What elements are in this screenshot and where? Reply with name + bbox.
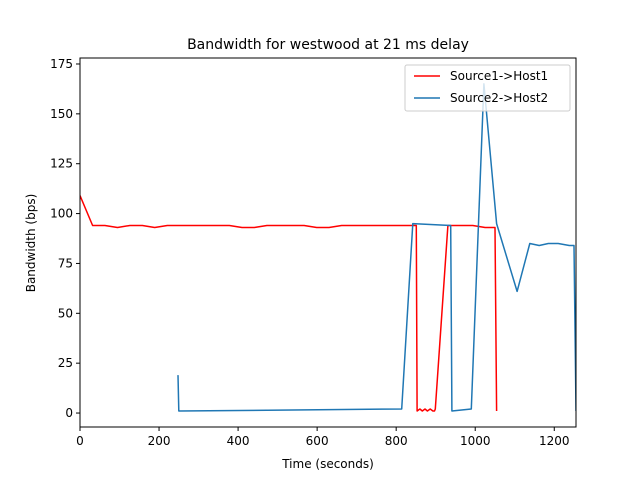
y-tick-label: 0 — [65, 406, 73, 420]
x-tick-label: 1000 — [460, 434, 491, 448]
series-line-source1-host1 — [80, 195, 498, 412]
series-line-source2-host2 — [177, 83, 576, 412]
x-tick-label: 800 — [385, 434, 408, 448]
chart-title: Bandwidth for westwood at 21 ms delay — [187, 37, 469, 53]
x-tick-label: 0 — [76, 434, 84, 448]
x-tick-label: 200 — [148, 434, 171, 448]
y-tick-label: 125 — [50, 157, 73, 171]
y-tick-label: 175 — [50, 57, 73, 71]
plot-frame — [79, 57, 577, 428]
x-tick-label: 1200 — [539, 434, 570, 448]
x-tick-label: 600 — [306, 434, 329, 448]
y-tick-label: 75 — [58, 256, 73, 270]
y-tick-label: 25 — [58, 356, 73, 370]
y-axis-ticks: 0 25 50 75 100 125 150 175 — [50, 57, 80, 420]
legend-label-source1-host1: Source1->Host1 — [450, 69, 548, 83]
y-tick-label: 100 — [50, 207, 73, 221]
y-axis-label: Bandwidth (bps) — [24, 194, 38, 293]
legend-label-source2-host2: Source2->Host2 — [450, 91, 548, 105]
x-axis-label: Time (seconds) — [281, 457, 374, 471]
x-axis-ticks: 0 200 400 600 800 1000 1200 — [76, 427, 570, 448]
legend-box — [404, 64, 571, 112]
plot-lines — [80, 83, 576, 412]
legend: Source1->Host1 Source2->Host2 — [404, 64, 571, 112]
y-tick-label: 50 — [58, 306, 73, 320]
y-tick-label: 150 — [50, 107, 73, 121]
x-tick-label: 400 — [227, 434, 250, 448]
